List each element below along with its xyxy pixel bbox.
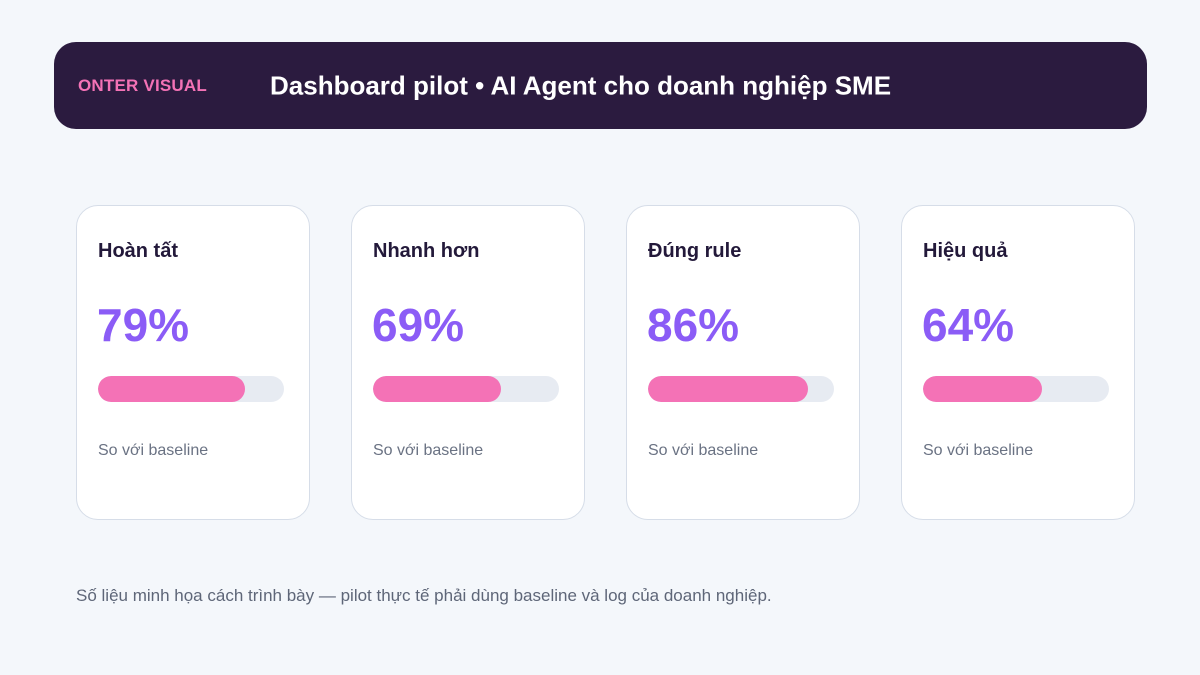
brand-label: ONTER VISUAL [78,75,207,95]
progress-fill [98,376,245,402]
kpi-card-value: 64% [922,299,1015,351]
page-title: Dashboard pilot • AI Agent cho doanh ngh… [270,70,892,100]
footnote: Số liệu minh họa cách trình bày — pilot … [76,586,772,605]
kpi-card-label: Nhanh hơn [373,240,480,262]
kpi-card-caption: So với baseline [373,442,484,459]
kpi-card-caption: So với baseline [648,442,759,459]
progress-fill [648,376,808,402]
progress-track [923,376,1109,402]
header-banner: ONTER VISUAL Dashboard pilot • AI Agent … [54,42,1147,129]
kpi-card-value: 86% [647,299,740,351]
progress-track [98,376,284,402]
kpi-card-caption: So với baseline [923,442,1034,459]
progress-track [648,376,834,402]
kpi-card-efficiency: Hiệu quả 64% So với baseline [901,205,1135,520]
kpi-card-value: 79% [97,299,190,351]
progress-fill [923,376,1043,402]
kpi-card-completion: Hoàn tất 79% So với baseline [76,205,310,520]
kpi-card-speed: Nhanh hơn 69% So với baseline [351,205,585,520]
kpi-card-caption: So với baseline [98,442,209,459]
kpi-card-label: Hiệu quả [923,240,1008,262]
progress-track [373,376,559,402]
progress-fill [373,376,502,402]
kpi-card-label: Hoàn tất [98,240,178,262]
kpi-card-label: Đúng rule [648,240,742,262]
kpi-card-value: 69% [372,299,465,351]
kpi-card-rule-accuracy: Đúng rule 86% So với baseline [626,205,860,520]
